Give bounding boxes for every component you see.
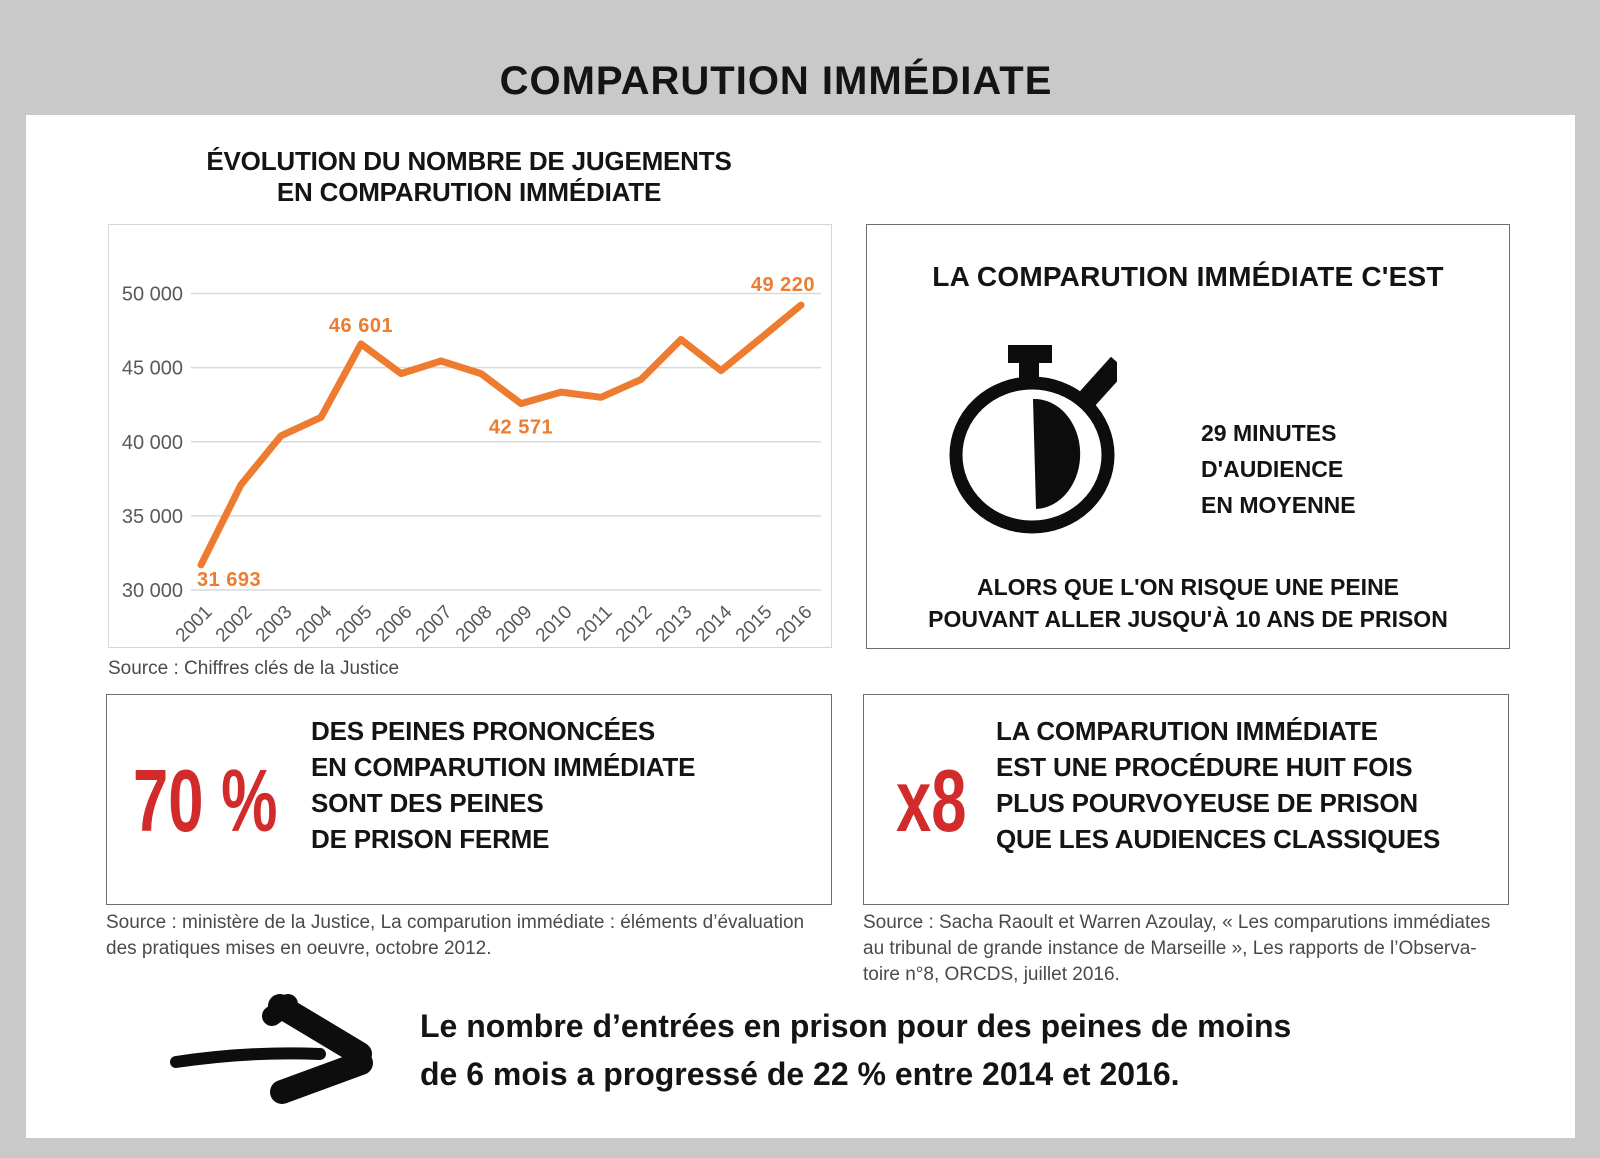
x8-line: EST UNE PROCÉDURE HUIT FOIS — [996, 752, 1413, 782]
percent-box: 70 % DES PEINES PRONONCÉES EN COMPARUTIO… — [106, 694, 832, 905]
stat-line: D'AUDIENCE — [1201, 456, 1344, 482]
svg-text:2015: 2015 — [732, 602, 777, 647]
stat-line: 29 MINUTES — [1201, 420, 1337, 446]
svg-text:2004: 2004 — [292, 601, 337, 646]
x8-line: QUE LES AUDIENCES CLASSIQUES — [996, 824, 1441, 854]
stopwatch-icon — [949, 345, 1117, 534]
x8-line: LA COMPARUTION IMMÉDIATE — [996, 716, 1378, 746]
svg-text:2006: 2006 — [372, 602, 417, 647]
x8-line: PLUS POURVOYEUSE DE PRISON — [996, 788, 1418, 818]
percent-source: Source : ministère de la Justice, La com… — [106, 910, 804, 962]
svg-text:2001: 2001 — [172, 602, 217, 647]
stat-box-audience: LA COMPARUTION IMMÉDIATE C'EST 29 MINUTE… — [866, 224, 1510, 649]
svg-text:2009: 2009 — [492, 602, 537, 647]
chart-title-line2: EN COMPARUTION IMMÉDIATE — [276, 177, 662, 207]
page-title: COMPARUTION IMMÉDIATE — [499, 58, 1053, 103]
svg-text:2010: 2010 — [532, 602, 577, 647]
svg-text:35 000: 35 000 — [122, 506, 183, 528]
svg-text:31 693: 31 693 — [197, 569, 261, 591]
stat-box-title: LA COMPARUTION IMMÉDIATE C'EST — [932, 261, 1444, 292]
chart-source: Source : Chiffres clés de la Justice — [108, 658, 400, 679]
percent-line: DE PRISON FERME — [311, 824, 550, 854]
footer-statement-line2: de 6 mois a progressé de 22 % entre 2014… — [420, 1056, 1180, 1092]
svg-text:49 220: 49 220 — [751, 274, 815, 296]
percent-value: 70 % — [133, 751, 278, 850]
svg-text:2002: 2002 — [212, 602, 257, 647]
percent-lines: DES PEINES PRONONCÉES EN COMPARUTION IMM… — [311, 713, 695, 857]
x8-source-line: toire n°8, ORCDS, juillet 2016. — [863, 964, 1120, 985]
chart-title: ÉVOLUTION DU NOMBRE DE JUGEMENTS EN COMP… — [108, 146, 830, 208]
percent-line: SONT DES PEINES — [311, 788, 544, 818]
svg-text:40 000: 40 000 — [122, 432, 183, 454]
svg-text:45 000: 45 000 — [122, 358, 183, 380]
x8-box: x8 LA COMPARUTION IMMÉDIATE EST UNE PROC… — [863, 694, 1509, 905]
stat-note-line: POUVANT ALLER JUSQU'À 10 ANS DE PRISON — [928, 606, 1448, 632]
x8-source-line: au tribunal de grande instance de Marsei… — [863, 938, 1477, 959]
percent-line: DES PEINES PRONONCÉES — [311, 716, 655, 746]
percent-source-line: des pratiques mises en oeuvre, octobre 2… — [106, 938, 492, 959]
x8-lines: LA COMPARUTION IMMÉDIATE EST UNE PROCÉDU… — [996, 713, 1440, 857]
line-chart: 30 000 35 000 40 000 45 000 50 000 2001 2002 20… — [108, 224, 832, 648]
svg-text:2014: 2014 — [692, 601, 737, 646]
stat-note: ALORS QUE L'ON RISQUE UNE PEINE POUVANT … — [867, 571, 1509, 635]
svg-text:2008: 2008 — [452, 602, 497, 647]
svg-text:30 000: 30 000 — [122, 580, 183, 602]
hand-drawn-arrow-right-icon — [170, 994, 373, 1104]
svg-text:2016: 2016 — [772, 602, 817, 647]
x8-value: x8 — [896, 751, 967, 850]
stat-lines: 29 MINUTES D'AUDIENCE EN MOYENNE — [1201, 415, 1356, 523]
svg-text:2005: 2005 — [332, 602, 377, 647]
svg-text:42 571: 42 571 — [489, 417, 553, 439]
chart-title-line1: ÉVOLUTION DU NOMBRE DE JUGEMENTS — [206, 146, 732, 176]
stat-note-line: ALORS QUE L'ON RISQUE UNE PEINE — [976, 574, 1400, 600]
svg-text:2007: 2007 — [412, 602, 457, 647]
footer-statement: Le nombre d’entrées en prison pour des p… — [420, 1002, 1291, 1098]
svg-text:2012: 2012 — [612, 602, 657, 647]
svg-text:2013: 2013 — [652, 602, 697, 647]
svg-text:46 601: 46 601 — [329, 315, 393, 337]
stat-line: EN MOYENNE — [1201, 492, 1356, 518]
svg-text:50 000: 50 000 — [122, 284, 183, 306]
x8-source-line: Source : Sacha Raoult et Warren Azoulay,… — [863, 912, 1491, 933]
footer-statement-line1: Le nombre d’entrées en prison pour des p… — [420, 1008, 1292, 1044]
x8-source: Source : Sacha Raoult et Warren Azoulay,… — [863, 910, 1490, 988]
percent-source-line: Source : ministère de la Justice, La com… — [106, 912, 805, 933]
percent-line: EN COMPARUTION IMMÉDIATE — [311, 752, 696, 782]
svg-text:2003: 2003 — [252, 602, 297, 647]
svg-text:2011: 2011 — [573, 602, 617, 646]
